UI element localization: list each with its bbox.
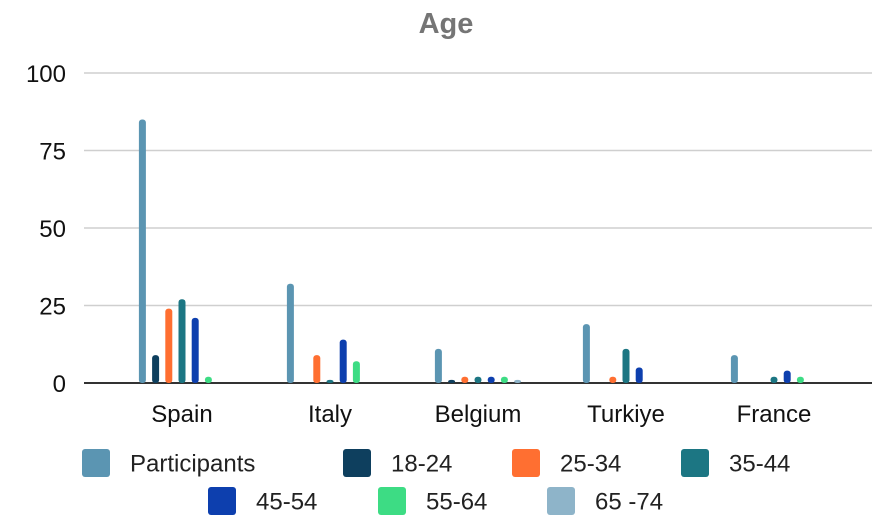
bar-participants-belgium [434, 348, 442, 383]
legend-label: 25-34 [560, 451, 621, 478]
bar-group-spain [138, 119, 212, 383]
bar-25-34-italy [313, 355, 321, 383]
bar-35-44-italy [326, 379, 334, 383]
legend-item-55-64: 55-64 [378, 487, 487, 516]
bar-group-italy [286, 283, 360, 383]
bar-45-54-spain [191, 317, 199, 383]
x-tick-label: Turkiye [587, 401, 665, 428]
bar-participants-turkiye [582, 324, 590, 383]
bar-55-64-italy [352, 361, 360, 383]
y-tick-label: 0 [53, 371, 66, 398]
legend-item-45-54: 45-54 [208, 487, 317, 516]
chart-title: Age [419, 8, 474, 40]
legend-label: 18-24 [391, 451, 452, 478]
y-tick-label: 75 [39, 139, 66, 166]
x-tick-label: Belgium [435, 401, 522, 428]
bar-18-24-belgium [448, 379, 456, 383]
legend: Participants 18-24 25-34 35-44 45-54 55-64 65 … [82, 449, 790, 516]
y-tick-label: 100 [26, 61, 66, 88]
legend-swatch [378, 487, 406, 515]
bar-45-54-turkiye [635, 367, 643, 383]
bar-25-34-turkiye [609, 376, 617, 383]
bar-participants-italy [286, 283, 294, 383]
y-tick-label: 25 [39, 294, 66, 321]
legend-label: Participants [130, 451, 255, 478]
bar-55-64-belgium [500, 376, 508, 383]
legend-label: 45-54 [256, 489, 317, 516]
legend-label: 55-64 [426, 489, 487, 516]
bar-45-54-france [783, 370, 791, 383]
axes: 0 25 50 75 100 Spain Italy Belgium Turkiye France [26, 61, 811, 428]
legend-item-35-44: 35-44 [681, 449, 790, 478]
legend-swatch [82, 449, 110, 477]
bar-45-54-italy [339, 339, 347, 383]
legend-swatch [512, 449, 540, 477]
legend-label: 35-44 [729, 451, 790, 478]
bar-18-24-spain [152, 355, 160, 383]
legend-item-65-74: 65 -74 [547, 487, 663, 516]
legend-label: 65 -74 [595, 489, 663, 516]
bar-35-44-france [770, 376, 778, 383]
bar-55-64-spain [204, 376, 212, 383]
bar-25-34-belgium [461, 376, 469, 383]
legend-item-participants: Participants [82, 449, 255, 478]
legend-swatch [681, 449, 709, 477]
bar-55-64-france [796, 376, 804, 383]
legend-swatch [343, 449, 371, 477]
legend-swatch [208, 487, 236, 515]
bar-45-54-belgium [487, 376, 495, 383]
bar-participants-france [730, 355, 738, 383]
bar-group-turkiye [582, 324, 643, 383]
bar-group-belgium [434, 348, 522, 383]
x-tick-label: Spain [151, 401, 212, 428]
legend-item-25-34: 25-34 [512, 449, 621, 478]
bar-group-france [730, 355, 804, 383]
bar-35-44-turkiye [622, 348, 630, 383]
bar-35-44-belgium [474, 376, 482, 383]
x-tick-label: France [737, 401, 812, 428]
bar-25-34-spain [165, 308, 173, 383]
y-tick-label: 50 [39, 216, 66, 243]
bars [138, 119, 804, 383]
legend-item-18-24: 18-24 [343, 449, 452, 478]
bar-35-44-spain [178, 299, 186, 383]
gridlines [84, 72, 872, 384]
x-tick-label: Italy [308, 401, 352, 428]
bar-65-74-belgium [514, 379, 522, 383]
bar-participants-spain [138, 119, 146, 383]
legend-swatch [547, 487, 575, 515]
